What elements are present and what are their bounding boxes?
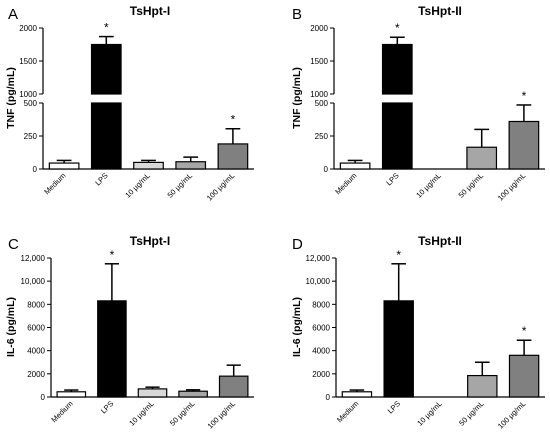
significance-star: * — [522, 89, 527, 103]
panel-letter: B — [292, 6, 302, 23]
y-tick-label: 8000 — [312, 300, 330, 309]
significance-star: * — [522, 324, 527, 338]
x-tick-label: 10 µg/mL — [127, 399, 156, 428]
x-tick-label: 10 µg/mL — [415, 399, 444, 428]
x-tick-label: 10 µg/mL — [414, 171, 443, 200]
y-axis-label: IL-6 (pg/mL) — [291, 297, 303, 357]
x-tick-label: Medium — [335, 399, 360, 424]
y-tick-label: 4000 — [27, 347, 45, 356]
bar — [137, 388, 168, 398]
y-axis-label: TNF (pg/mL) — [5, 67, 17, 129]
bar — [466, 146, 498, 170]
significance-star: * — [395, 21, 400, 35]
bar — [383, 300, 414, 398]
y-tick-label: 2000 — [27, 370, 45, 379]
chart-title: TsHpt-I — [130, 4, 170, 18]
bar — [467, 374, 498, 398]
y-tick-label: 250 — [24, 132, 38, 141]
bar — [217, 143, 249, 170]
y-tick-label: 10,000 — [306, 277, 331, 286]
bar — [508, 120, 540, 170]
bar — [381, 102, 413, 170]
significance-star: * — [396, 248, 401, 262]
bar — [218, 375, 249, 398]
x-tick-label: LPS — [384, 171, 400, 187]
bar — [133, 161, 164, 170]
y-tick-label: 0 — [324, 165, 329, 174]
x-tick-label: LPS — [99, 399, 115, 415]
bar — [339, 162, 371, 170]
x-tick-label: LPS — [386, 399, 402, 415]
x-tick-label: 50 µg/mL — [457, 171, 486, 200]
bar — [48, 162, 80, 170]
x-tick-label: 10 µg/mL — [123, 171, 152, 200]
bar — [508, 354, 540, 398]
y-tick-label: 1500 — [310, 57, 328, 66]
bar — [341, 391, 373, 398]
y-tick-label: 0 — [326, 393, 331, 402]
significance-star: * — [104, 21, 109, 35]
panel-letter: C — [8, 236, 19, 253]
x-tick-label: 50 µg/mL — [168, 399, 197, 428]
bar — [97, 300, 127, 398]
y-tick-label: 500 — [24, 99, 38, 108]
bar — [175, 161, 207, 170]
y-tick-label: 500 — [315, 99, 329, 108]
y-tick-label: 2000 — [312, 370, 330, 379]
y-tick-label: 0 — [41, 393, 46, 402]
significance-star: * — [231, 113, 236, 127]
x-tick-label: 100 µg/mL — [496, 171, 528, 203]
y-tick-label: 6000 — [312, 324, 330, 333]
panel-letter: D — [292, 236, 303, 253]
y-axis-label: TNF (pg/mL) — [291, 67, 303, 129]
chart-title: TsHpt-II — [418, 234, 462, 248]
bar-upper — [381, 43, 413, 95]
chart-title: TsHpt-II — [418, 4, 462, 18]
x-tick-label: LPS — [93, 171, 109, 187]
x-tick-label: Medium — [42, 171, 67, 196]
x-tick-label: 100 µg/mL — [496, 399, 528, 431]
y-tick-label: 6000 — [27, 324, 45, 333]
bar — [90, 102, 122, 170]
bar — [178, 390, 208, 398]
y-tick-label: 12,000 — [21, 254, 46, 263]
y-tick-label: 10,000 — [21, 277, 46, 286]
y-tick-label: 1000 — [310, 90, 328, 99]
x-tick-label: Medium — [49, 399, 74, 424]
y-tick-label: 1000 — [19, 90, 37, 99]
y-tick-label: 2000 — [19, 24, 37, 33]
y-tick-label: 8000 — [27, 300, 45, 309]
x-tick-label: 50 µg/mL — [457, 399, 486, 428]
chart-panel-c: C TsHpt-I IL-6 (pg/mL) 0 2000 4000 6000 8000 10,… — [5, 234, 254, 431]
x-tick-label: 100 µg/mL — [206, 399, 238, 431]
y-tick-label: 4000 — [312, 347, 330, 356]
chart-panel-d: D TsHpt-II IL-6 (pg/mL) 0 2000 4000 6000 8000 10… — [291, 234, 545, 431]
panel-letter: A — [8, 6, 18, 23]
x-tick-label: 100 µg/mL — [205, 171, 237, 203]
y-tick-label: 0 — [33, 165, 38, 174]
y-tick-label: 250 — [315, 132, 329, 141]
y-tick-label: 12,000 — [306, 254, 331, 263]
bar-upper — [90, 43, 122, 95]
y-axis-label: IL-6 (pg/mL) — [5, 297, 17, 357]
bar — [56, 391, 87, 398]
x-tick-label: 50 µg/mL — [166, 171, 195, 200]
y-tick-label: 1500 — [19, 57, 37, 66]
x-tick-label: Medium — [333, 171, 358, 196]
y-tick-label: 2000 — [310, 24, 328, 33]
chart-title: TsHpt-I — [130, 234, 170, 248]
significance-star: * — [110, 248, 115, 262]
